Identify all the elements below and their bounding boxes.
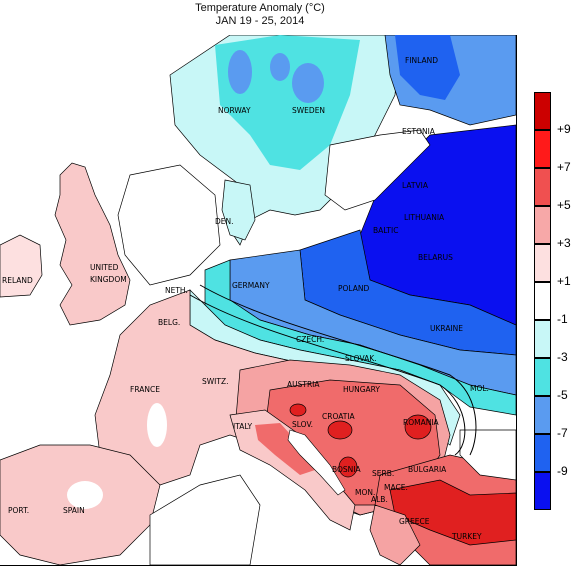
greece-region — [369, 504, 421, 565]
bosnia-deep-core — [338, 456, 358, 478]
country-label-alb: ALB. — [371, 495, 388, 504]
legend-label: +9 — [557, 122, 571, 136]
country-label-ukraine: UKRAINE — [430, 324, 463, 333]
legend-label: +1 — [557, 274, 571, 288]
country-label-italy: ITALY — [233, 422, 253, 431]
country-label-neth: NETH. — [165, 286, 188, 295]
adriatic-sea — [287, 429, 346, 496]
country-label-hungary: HUNGARY — [343, 385, 380, 394]
slovenia-deep-core — [289, 403, 307, 417]
legend-swatch — [534, 92, 551, 130]
country-label-baltic: BALTIC — [373, 226, 398, 235]
country-label-mon: MON. — [355, 488, 375, 497]
country-label-belarus: BELARUS — [418, 253, 453, 262]
country-label-reland: RELAND — [2, 276, 33, 285]
legend-label: -5 — [557, 388, 568, 402]
country-label-lithuania: LITHUANIA — [404, 213, 445, 222]
country-label-den: DEN. — [215, 217, 234, 226]
sweden-cold-blob-1 — [270, 53, 290, 81]
country-label-sweden: SWEDEN — [292, 106, 325, 115]
country-label-greece: GREECE — [399, 517, 430, 526]
italy-warm — [255, 423, 315, 475]
country-label-mol: MOL. — [470, 384, 489, 393]
norway-cold-blob — [228, 50, 252, 94]
contour-line-2 — [199, 284, 477, 456]
legend-swatch — [534, 244, 551, 282]
country-label-slovak: SLOVAK. — [345, 354, 377, 363]
country-label-estonia: ESTONIA — [402, 127, 436, 136]
country-label-france: FRANCE — [130, 385, 160, 394]
country-label-serb: SERB. — [372, 469, 394, 478]
country-label-bosnia: BOSNIA — [332, 465, 361, 474]
legend-label: +3 — [557, 236, 571, 250]
ireland-region — [0, 234, 43, 298]
legend-label: +5 — [557, 198, 571, 212]
country-label-belg: BELG. — [158, 318, 180, 327]
spain-neutral-patch — [67, 481, 103, 509]
country-label-switz: SWITZ. — [202, 377, 229, 386]
country-label-norway: NORWAY — [218, 106, 251, 115]
country-label-spain: SPAIN — [63, 506, 85, 515]
country-label-port: PORT. — [8, 506, 29, 515]
country-label-romania: ROMANIA — [403, 418, 440, 427]
country-label-austria: AUSTRIA — [287, 380, 320, 389]
title-line-2: JAN 19 - 25, 2014 — [215, 15, 305, 27]
croatia-deep-core — [327, 420, 353, 440]
denmark-region — [221, 179, 256, 241]
romania-deep-core — [404, 414, 432, 440]
title-line-1: Temperature Anomaly (°C) — [195, 2, 325, 14]
country-label-czech: CZECH. — [296, 335, 324, 344]
finland-deep — [395, 35, 460, 100]
legend-swatch — [534, 472, 551, 510]
france-neutral-patch — [147, 403, 167, 447]
contour-line-1 — [189, 294, 466, 456]
country-label-poland: POLAND — [338, 284, 370, 293]
sweden-cold-blob-2 — [292, 63, 324, 103]
legend-swatch — [534, 130, 551, 168]
map-canvas: FINLAND NORWAY SWEDEN ESTONIA LATVIA LITHUANI… — [0, 35, 516, 565]
legend-swatch — [534, 320, 551, 358]
mediterranean-west — [149, 474, 261, 565]
legend-swatch — [534, 168, 551, 206]
country-label-mace: MACE. — [384, 483, 408, 492]
map-title: Temperature Anomaly (°C) JAN 19 - 25, 20… — [0, 2, 520, 28]
anomaly-map: FINLAND NORWAY SWEDEN ESTONIA LATVIA LITHUANI… — [0, 35, 517, 566]
legend-swatch — [534, 434, 551, 472]
legend-label: -3 — [557, 350, 568, 364]
legend-swatch — [534, 282, 551, 320]
britain-region — [54, 162, 131, 326]
legend-swatch — [534, 358, 551, 396]
legend: +9 +7 +5 +3 +1 -1 -3 -5 -7 -9 — [534, 92, 588, 510]
country-label-united: UNITED — [90, 263, 119, 272]
legend-swatch — [534, 396, 551, 434]
country-label-bulgaria: BULGARIA — [408, 465, 447, 474]
country-label-germany: GERMANY — [232, 281, 270, 290]
legend-label: -9 — [557, 464, 568, 478]
country-label-latvia: LATVIA — [402, 181, 429, 190]
country-label-kingdom: KINGDOM — [90, 275, 127, 284]
legend-label: -7 — [557, 426, 568, 440]
north-sea — [117, 164, 221, 286]
country-label-turkey: TURKEY — [451, 532, 482, 541]
legend-label: +7 — [557, 160, 571, 174]
country-label-slov: SLOV. — [292, 420, 313, 429]
legend-label: -1 — [557, 312, 568, 326]
country-label-croatia: CROATIA — [322, 412, 356, 421]
legend-swatch — [534, 206, 551, 244]
country-label-finland: FINLAND — [405, 56, 438, 65]
baltic-sea — [324, 129, 431, 211]
